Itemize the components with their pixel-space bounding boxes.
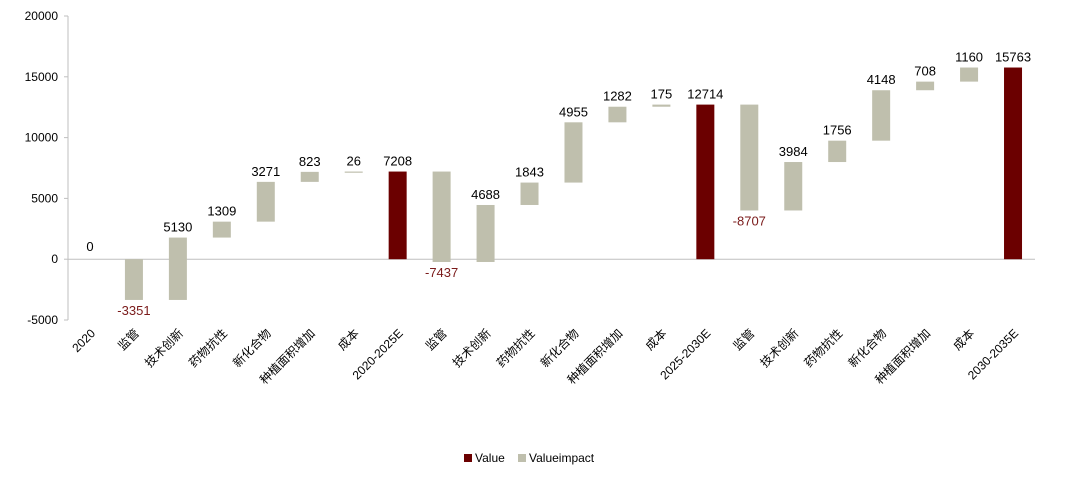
data-label: 1309 — [207, 204, 236, 219]
y-tick-label: -5000 — [27, 313, 58, 327]
y-tick-label: 10000 — [25, 131, 59, 145]
category-label: 技术创新 — [141, 326, 186, 371]
data-label: -8707 — [733, 213, 766, 228]
legend-swatch-valueimpact — [518, 454, 526, 462]
impact-bar — [740, 104, 759, 211]
impact-bar — [344, 171, 363, 173]
category-label: 药物抗性 — [185, 326, 230, 371]
impact-bar — [652, 104, 671, 107]
impact-bar — [168, 237, 187, 300]
category-label: 技术创新 — [449, 326, 494, 371]
impact-bar — [124, 259, 143, 300]
impact-bar — [432, 171, 451, 262]
impact-bar — [960, 67, 979, 82]
data-label: 4688 — [471, 187, 500, 202]
category-label: 成本 — [643, 326, 670, 353]
impact-bar — [784, 162, 803, 211]
y-tick-label: 15000 — [25, 70, 59, 84]
data-label: 1282 — [603, 89, 632, 104]
impact-bar — [212, 221, 231, 238]
legend-label-value: Value — [475, 451, 505, 465]
axis-layer: -5000 0 5000 10000 15000 20000 — [25, 9, 1035, 327]
category-label: 新化合物 — [537, 326, 582, 371]
data-label: 12714 — [687, 87, 723, 102]
data-label: 1843 — [515, 165, 544, 180]
data-label: 1160 — [955, 50, 983, 65]
data-label: 175 — [651, 87, 673, 102]
category-label: 成本 — [950, 326, 977, 353]
data-label: 0 — [86, 239, 93, 254]
legend-label-valueimpact: Valueimpact — [529, 451, 595, 465]
data-label: 7208 — [383, 154, 412, 169]
data-label: 708 — [914, 64, 936, 79]
impact-bar — [520, 182, 539, 205]
data-label: 26 — [346, 154, 360, 169]
impact-bar — [300, 171, 319, 182]
data-label: 15763 — [995, 50, 1031, 65]
category-label: 药物抗性 — [801, 326, 846, 371]
category-label: 药物抗性 — [493, 326, 538, 371]
legend-swatch-value — [464, 454, 472, 462]
legend: Value Valueimpact — [464, 451, 595, 465]
impact-bar — [256, 181, 275, 222]
category-label: 监管 — [422, 326, 450, 354]
data-label: -7437 — [425, 265, 458, 280]
impact-bar — [476, 204, 495, 262]
impact-bar — [872, 90, 891, 141]
y-tick-label: 0 — [51, 252, 58, 266]
bars-layer — [124, 67, 1023, 300]
value-bar — [1004, 67, 1023, 260]
category-label: 技术创新 — [757, 326, 802, 371]
data-label: 4955 — [559, 104, 588, 119]
value-bar — [696, 104, 715, 260]
category-label: 新化合物 — [845, 326, 890, 371]
y-tick-label: 5000 — [31, 191, 58, 205]
data-label: 823 — [299, 154, 321, 169]
category-label: 成本 — [335, 326, 362, 353]
value-bar — [388, 171, 407, 260]
impact-bar — [828, 140, 847, 163]
y-tick-label: 20000 — [25, 9, 59, 23]
data-label: 3984 — [779, 144, 808, 159]
data-label: 3271 — [251, 164, 280, 179]
category-label: 监管 — [114, 326, 142, 354]
data-label: -3351 — [117, 303, 150, 318]
data-label: 5130 — [163, 220, 192, 235]
data-labels-layer: 0 -3351 5130 1309 3271 823 26 7208 -7437 4688 1843… — [86, 50, 1031, 318]
data-label: 1756 — [823, 123, 852, 138]
category-label: 监管 — [730, 326, 758, 354]
category-label: 新化合物 — [229, 326, 274, 371]
impact-bar — [608, 106, 627, 123]
data-label: 4148 — [867, 72, 896, 87]
impact-bar — [564, 122, 583, 183]
impact-bar — [916, 81, 935, 91]
category-label: 2020 — [69, 326, 98, 355]
